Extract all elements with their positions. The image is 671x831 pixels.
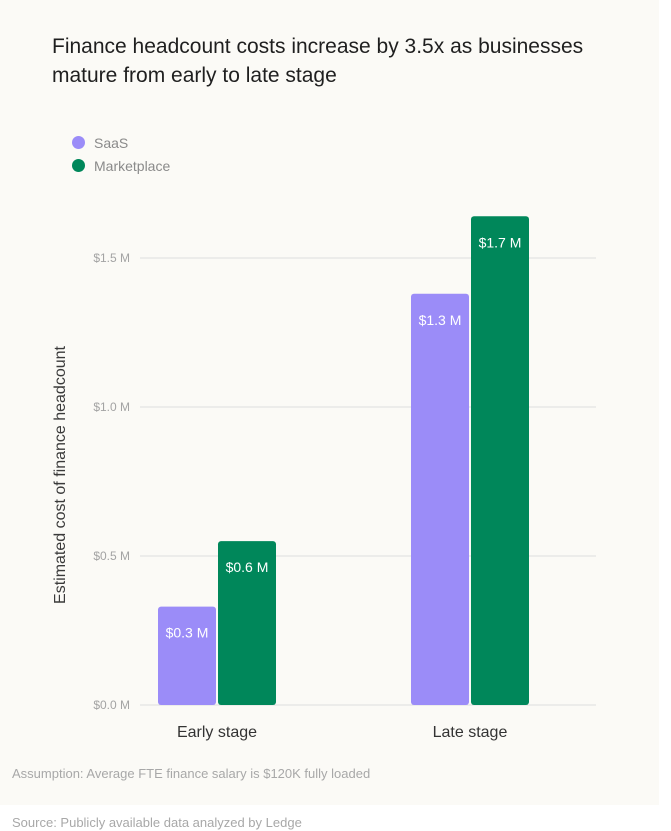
bar-saas-0 [158,606,216,705]
y-axis-label: Estimated cost of finance headcount [52,345,69,603]
bar-marketplace-0 [218,541,276,705]
chart-card: Finance headcount costs increase by 3.5x… [12,35,596,781]
y-tick-label: $0.5 M [93,549,130,563]
legend-item-marketplace: Marketplace [72,154,170,177]
x-axis-categories: Early stage Late stage [177,724,507,741]
assumption-note: Assumption: Average FTE finance salary i… [12,766,371,781]
y-tick-label: $1.0 M [93,400,130,414]
chart-title: Finance headcount costs increase by 3.5x… [52,35,584,87]
data-label: $1.3 M [419,312,462,328]
legend-swatch-saas [72,136,85,149]
source-note: Source: Publicly available data analyzed… [12,815,302,830]
x-category-label: Late stage [433,724,508,741]
x-category-label: Early stage [177,724,257,741]
y-tick-label: $1.5 M [93,251,130,265]
chart-legend: SaaS Marketplace [72,131,170,177]
bars: $0.3 M $0.6 M $1.3 M $1.7 M [158,216,529,705]
legend-swatch-marketplace [72,159,85,172]
legend-item-saas: SaaS [72,131,170,154]
y-tick-label: $0.0 M [93,698,130,712]
legend-label-marketplace: Marketplace [94,157,171,174]
legend-label-saas: SaaS [94,134,129,151]
bar-saas-1 [411,293,469,705]
data-label: $0.6 M [226,559,269,575]
y-axis-ticks: $0.0 M $0.5 M $1.0 M $1.5 M [93,251,130,712]
data-label: $1.7 M [479,234,522,250]
bar-chart: $0.0 M $0.5 M $1.0 M $1.5 M $0.3 M $0.6 M $1.… [52,216,596,741]
bar-marketplace-1 [471,216,529,705]
data-label: $0.3 M [166,625,209,641]
